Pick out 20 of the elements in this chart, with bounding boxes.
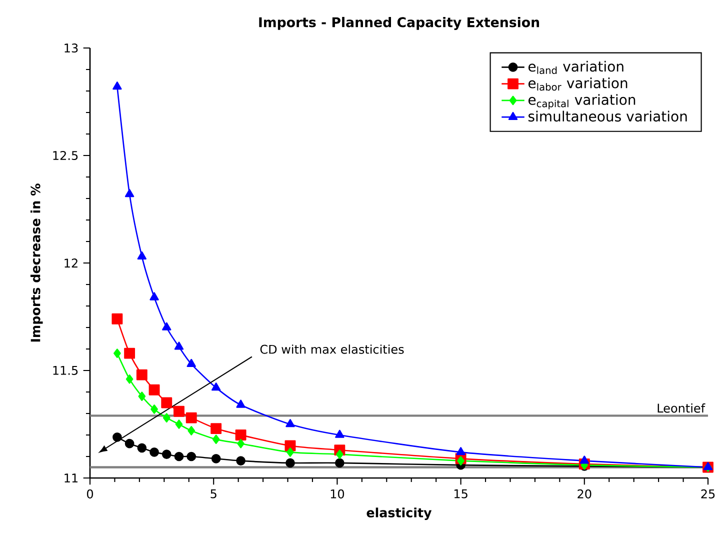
x-tick-label: 5 (210, 489, 216, 498)
x-tick-label: 15 (454, 489, 468, 498)
y-tick-label: 11 (64, 474, 78, 482)
legend-label: e$_{land}$ variation (528, 60, 624, 74)
x-tick-label: 25 (701, 489, 715, 498)
x-tick-label: 0 (86, 489, 94, 498)
chart-title: Imports - Planned Capacity Extension (259, 16, 540, 30)
legend-label: e$_{labor}$ variation (528, 77, 628, 91)
x-tick-label: 10 (330, 489, 344, 498)
y-tick-label: 12.5 (53, 150, 78, 160)
legend-label: e$_{capital}$ variation (528, 94, 636, 110)
x-tick-label: 20 (578, 489, 592, 498)
ref-line-label: Leontief (658, 403, 706, 413)
y-tick-label: 13 (64, 43, 78, 53)
legend-label: simultaneous variation (528, 110, 687, 122)
annotation: CD with max elasticities (260, 344, 404, 354)
y-tick-label: 11.5 (53, 366, 78, 375)
x-axis-title: elasticity (366, 508, 432, 520)
y-axis-title: Imports decrease in % (30, 184, 43, 342)
y-tick-label: 12 (64, 258, 78, 268)
